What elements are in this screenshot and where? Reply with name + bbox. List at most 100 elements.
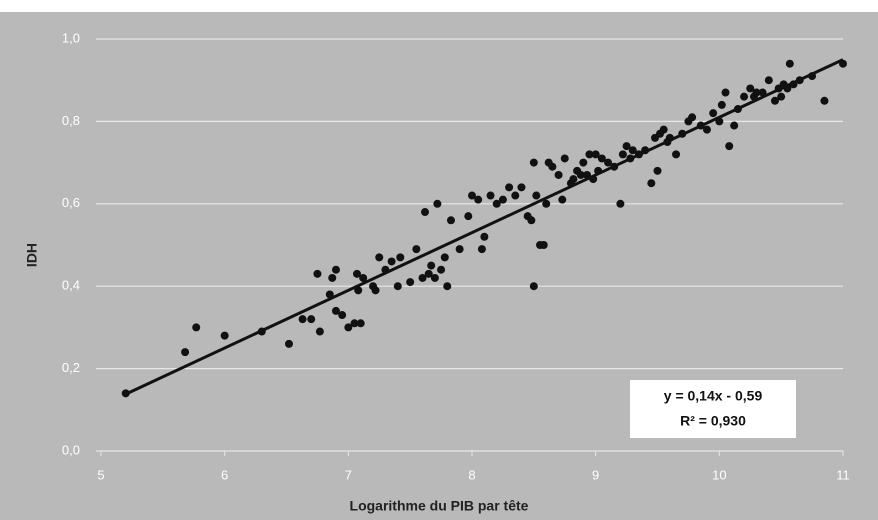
point [498, 195, 507, 204]
point [672, 150, 681, 159]
x-tick-label: 7 [345, 467, 352, 482]
point [315, 327, 324, 336]
point [492, 199, 501, 208]
point [770, 96, 779, 105]
point [440, 253, 449, 262]
point [181, 348, 190, 357]
point [396, 253, 405, 262]
y-axis-title: IDH [24, 243, 40, 267]
point [616, 199, 625, 208]
point [371, 286, 380, 295]
point [604, 158, 613, 167]
point [721, 88, 730, 97]
point [539, 241, 548, 249]
point [486, 191, 495, 200]
point [527, 216, 536, 225]
point [350, 319, 359, 328]
y-tick-label: 0,8 [62, 113, 80, 128]
x-tick-label: 10 [712, 467, 726, 482]
point [740, 92, 749, 101]
point [443, 282, 452, 291]
point [717, 100, 726, 109]
point [468, 191, 476, 200]
y-tick-label: 0,0 [62, 442, 80, 457]
point [480, 232, 489, 241]
point [220, 331, 229, 340]
point [529, 282, 538, 291]
marks [121, 58, 847, 398]
point [532, 191, 541, 200]
point [591, 150, 600, 159]
point [554, 170, 563, 179]
x-tick-label: 5 [97, 467, 104, 482]
point [659, 125, 668, 134]
point [622, 142, 631, 151]
point [647, 179, 656, 188]
point [558, 195, 567, 204]
point [628, 146, 637, 155]
point [455, 245, 464, 254]
point [820, 96, 829, 105]
r-squared: R² = 0,930 [680, 413, 746, 429]
point [437, 265, 446, 274]
point [560, 154, 569, 163]
point [785, 59, 794, 68]
point [424, 269, 433, 278]
point [433, 199, 442, 208]
point [474, 195, 483, 204]
point [542, 199, 551, 208]
point [344, 323, 353, 332]
point [579, 158, 588, 167]
point [359, 273, 368, 282]
point [746, 84, 755, 93]
point [517, 183, 526, 192]
point [548, 162, 557, 171]
point [406, 278, 415, 287]
point [421, 208, 430, 217]
x-tick-label: 11 [836, 467, 850, 482]
point [375, 253, 384, 262]
point [284, 339, 293, 348]
point [356, 319, 365, 328]
point [192, 323, 201, 332]
point [307, 315, 316, 324]
point [328, 273, 337, 282]
equation-box [630, 380, 796, 438]
point [777, 92, 786, 101]
point [752, 88, 761, 97]
point [331, 306, 340, 315]
point [298, 315, 307, 324]
point [511, 191, 520, 200]
point [446, 216, 455, 225]
grid: 0,0 0,2 0,4 0,6 0,8 1,0 5 6 7 8 9 10 11 [62, 30, 850, 482]
point [730, 121, 739, 130]
equation: y = 0,14x - 0,59 [664, 388, 763, 404]
point [313, 269, 322, 278]
x-tick-label: 9 [592, 467, 599, 482]
point [412, 245, 421, 254]
point [354, 286, 363, 295]
point [585, 150, 594, 159]
trend-line [125, 58, 844, 396]
point [352, 269, 361, 278]
x-tick-label: 8 [468, 467, 475, 482]
point [387, 257, 396, 266]
point [653, 166, 662, 175]
point [688, 113, 697, 122]
point [702, 125, 711, 134]
x-axis-title: Logarithme du PIB par tête [350, 498, 529, 514]
point [477, 245, 486, 254]
x-tick-label: 6 [221, 467, 228, 482]
point [338, 311, 347, 320]
point [576, 170, 585, 179]
point [709, 109, 718, 118]
point [427, 261, 436, 270]
point [393, 282, 402, 291]
point [618, 150, 627, 159]
point [418, 273, 427, 282]
y-tick-label: 0,4 [62, 278, 80, 293]
point [430, 273, 439, 282]
point [597, 154, 606, 163]
